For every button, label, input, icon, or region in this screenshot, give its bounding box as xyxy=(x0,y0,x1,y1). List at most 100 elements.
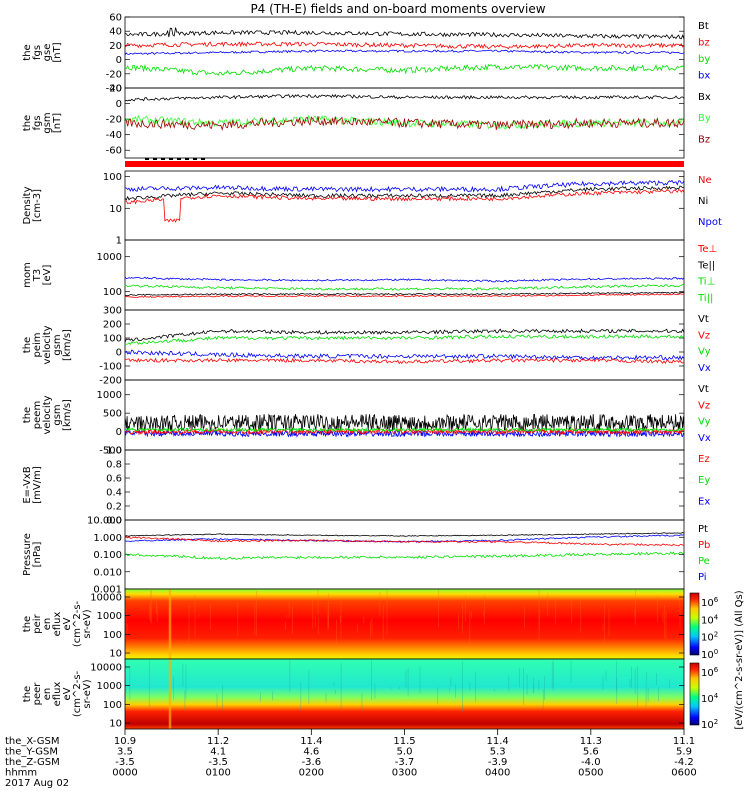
y-tick-label: -200 xyxy=(99,376,122,387)
ylabel-line: eflux xyxy=(52,682,63,707)
npot-trace xyxy=(124,179,685,193)
y-tick-label: 10000 xyxy=(90,593,122,604)
y-tick-label: 1000 xyxy=(97,390,122,401)
bx-trace xyxy=(124,49,685,56)
x-tick-label: 11.2 xyxy=(207,736,229,747)
y-tick-label: -100 xyxy=(99,362,122,373)
y-tick-label: 1.0 xyxy=(106,446,122,457)
x-tick-label: -3.9 xyxy=(488,757,508,768)
x-tick-label: 0400 xyxy=(485,768,510,779)
ylabel-line: peem xyxy=(32,401,43,429)
ylabel-line: eV xyxy=(62,617,73,630)
y-tick-label: 0.0 xyxy=(106,516,122,527)
ni-trace xyxy=(124,185,685,201)
mode-bar-marker xyxy=(161,158,165,160)
y-tick-label: 0.001 xyxy=(93,585,122,596)
ylabel-line: gse xyxy=(42,44,53,62)
mode-bar-marker xyxy=(201,158,205,160)
x-tick-label: -4.0 xyxy=(581,757,601,768)
y-tick-label: 100 xyxy=(103,172,122,183)
ylabel-line: gsm xyxy=(42,112,53,133)
y-tick-label: 1000 xyxy=(97,252,122,263)
vx-trace xyxy=(124,349,685,361)
x-tick-label: 11.5 xyxy=(393,736,415,747)
ylabel-line: peir xyxy=(32,613,43,633)
colorbar xyxy=(689,592,700,656)
x-tick-label: -4.2 xyxy=(674,757,694,768)
y-tick-label: 100 xyxy=(103,334,122,345)
ylabel-line: [cm-3] xyxy=(32,189,43,222)
ylabel-line: [eV] xyxy=(42,265,53,286)
y-tick-label: 60 xyxy=(109,13,122,24)
mode-bar-marker xyxy=(185,158,189,160)
ylabel-line: the xyxy=(22,337,33,353)
x-tick-label: 5.0 xyxy=(397,747,413,758)
y-tick-label: 20 xyxy=(109,41,122,52)
y-tick-label: -20 xyxy=(106,69,122,80)
pb-trace xyxy=(124,536,685,547)
x-tick-label: 5.6 xyxy=(583,747,599,758)
ylabel-line: en xyxy=(42,618,53,631)
x-tick-label: 4.6 xyxy=(303,747,319,758)
mode-bar-marker xyxy=(153,158,157,160)
legend-by-label: By xyxy=(698,113,711,124)
x-tick-label: 10.9 xyxy=(114,736,136,747)
y-tick-label: 10 xyxy=(109,204,122,215)
legend-vy-label: Vy xyxy=(698,347,711,358)
x-axis-row-label: the_Z-GSM xyxy=(5,757,60,768)
y-tick-label: 10000 xyxy=(90,663,122,674)
panel-peimvel: the peim velocity gsm [km/s] 300 200 100 0 -100 -2… xyxy=(22,306,711,387)
by-trace xyxy=(124,114,685,130)
y-tick-label: 0 xyxy=(116,55,122,66)
ylabel-line: velocity xyxy=(42,325,53,364)
vz-trace xyxy=(124,357,685,365)
y-tick-label: -60 xyxy=(106,146,122,157)
y-tick-label: 10.000 xyxy=(87,516,122,527)
pt-trace xyxy=(124,532,685,537)
x-tick-label: 11.4 xyxy=(300,736,322,747)
legend-te-label: Te|| xyxy=(697,260,715,271)
x-tick-label: 11.3 xyxy=(580,736,602,747)
legend-pe-label: Pe xyxy=(698,556,710,567)
vt-trace xyxy=(124,413,685,433)
y-tick-label: 0 xyxy=(116,427,122,438)
x-axis-row-label: the_Y-GSM xyxy=(5,747,58,758)
y-tick-label: 0.4 xyxy=(106,488,122,499)
ylabel-line: peim xyxy=(32,332,43,357)
ylabel-line: en xyxy=(42,688,53,701)
ti-perp-trace xyxy=(124,276,685,283)
legend-bz-label: bz xyxy=(698,38,710,49)
x-tick-label: 5.9 xyxy=(676,747,692,758)
mode-bar-marker xyxy=(177,158,181,160)
legend-bt-label: Bt xyxy=(698,21,709,32)
ylabel-line: [km/s] xyxy=(62,329,73,361)
colorbar-tick: 104 xyxy=(701,692,719,705)
ylabel-line: peer xyxy=(32,682,43,706)
x-tick-label: 4.1 xyxy=(210,747,226,758)
y-tick-label: 200 xyxy=(103,320,122,331)
ylabel-line: fgs xyxy=(32,115,43,130)
ylabel-line: (cm^2-s- xyxy=(72,600,83,647)
legend-ey-label: Ey xyxy=(698,475,710,486)
mode-bar xyxy=(125,161,684,167)
legend-te-label: Te⊥ xyxy=(697,244,717,255)
colorbar-tick: 102 xyxy=(701,718,718,731)
x-axis-row-label: hhmm xyxy=(5,768,37,779)
ylabel-line: Density xyxy=(22,186,33,224)
y-tick-label: 300 xyxy=(103,306,122,317)
legend-vy-label: Vy xyxy=(698,417,711,428)
panel-frame xyxy=(124,519,685,590)
ylabel-line: (cm^2-s- xyxy=(72,670,83,717)
legend-bz-label: Bz xyxy=(698,134,710,145)
ylabel-line: the xyxy=(22,616,33,632)
mode-bar-marker xyxy=(145,158,149,160)
panel-frame xyxy=(124,449,685,521)
ylabel-line: the xyxy=(22,407,33,423)
x-tick-label: 0300 xyxy=(392,768,417,779)
panel-peirspec: the peir en eflux eV (cm^2-s-sr-eV) 106 104 102 1… xyxy=(22,588,719,661)
ylabel-line: the xyxy=(22,686,33,702)
y-tick-label: 1.000 xyxy=(93,533,122,544)
y-tick-label: 0.6 xyxy=(106,474,122,485)
legend-bx-label: bx xyxy=(698,71,710,82)
ne-trace xyxy=(124,189,685,223)
